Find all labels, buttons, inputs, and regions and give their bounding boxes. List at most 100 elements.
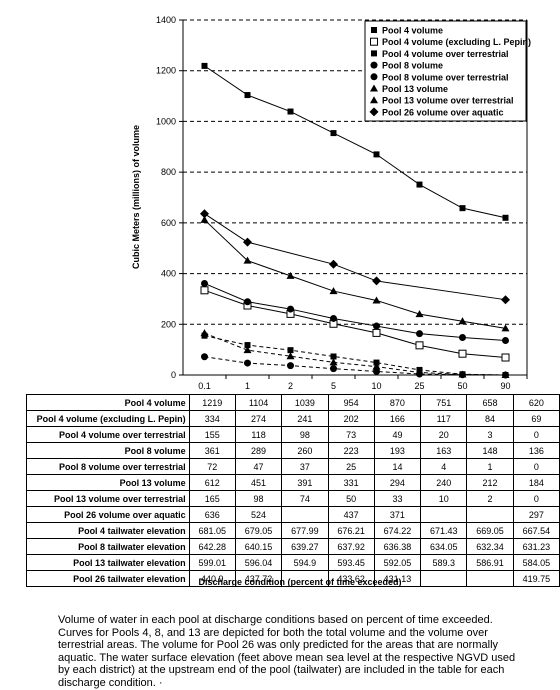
table-cell: 639.27 — [281, 538, 329, 555]
data-point — [501, 371, 510, 378]
data-point — [501, 295, 510, 305]
figure-caption: Volume of water in each pool at discharg… — [58, 614, 516, 689]
table-cell: 117 — [420, 410, 468, 427]
data-point — [329, 259, 338, 269]
x-tick-label: 0.1 — [198, 381, 211, 391]
legend-entry: Pool 13 volume over terrestrial — [382, 96, 514, 106]
series-3 — [201, 279, 509, 345]
table-row-label: Pool 4 volume (excluding L. Pepin) — [26, 410, 190, 427]
table-row-label: Pool 26 volume over aquatic — [26, 506, 190, 523]
data-point — [244, 298, 251, 306]
table-cell: 294 — [373, 474, 422, 491]
series-0 — [201, 62, 509, 221]
table-cell: 274 — [234, 410, 283, 427]
table-cell: 667.54 — [512, 522, 560, 539]
data-point — [458, 317, 467, 325]
table-row-label: Pool 13 volume — [26, 474, 190, 491]
data-point — [458, 370, 467, 378]
table-cell: 334 — [188, 410, 236, 427]
data-point — [459, 205, 466, 212]
table-cell: 184 — [512, 474, 560, 491]
data-point — [373, 322, 380, 330]
table-cell: 289 — [234, 442, 283, 459]
legend-marker — [371, 27, 377, 33]
table-cell: 72 — [188, 458, 236, 475]
data-point — [372, 296, 381, 304]
table-cell: 658 — [466, 394, 514, 411]
legend-marker — [370, 61, 378, 69]
legend-marker — [370, 37, 378, 46]
table-cell: 612 — [188, 474, 236, 491]
table-cell: 677.99 — [281, 522, 329, 539]
table-cell: 589.3 — [420, 554, 468, 571]
table-row-label: Pool 4 volume — [26, 394, 190, 411]
data-point — [201, 62, 208, 69]
data-point — [458, 349, 467, 358]
series-4 — [201, 353, 509, 379]
table-cell — [466, 506, 514, 523]
table-row: Pool 4 tailwater elevation 681.05 679.05 67… — [26, 522, 560, 539]
y-tick-label: 1200 — [156, 66, 176, 76]
legend-entry: Pool 4 volume — [382, 26, 443, 36]
table-cell: 636.38 — [373, 538, 422, 555]
table-cell: 671.43 — [420, 522, 468, 539]
data-point — [244, 342, 251, 349]
data-point — [200, 286, 209, 295]
data-point — [244, 359, 251, 367]
table-cell: 391 — [281, 474, 329, 491]
table-cell: 331 — [327, 474, 375, 491]
data-point — [243, 256, 252, 264]
table-cell: 437 — [327, 506, 375, 523]
table-cell: 118 — [234, 426, 283, 443]
legend-marker — [370, 84, 378, 92]
table-row-label: Pool 4 volume over terrestrial — [26, 426, 190, 443]
legend-box — [364, 20, 527, 122]
data-table: Pool 4 volume 1219 1104 1039 954 870 751 658 620… — [26, 394, 560, 587]
data-point — [372, 276, 381, 286]
table-row: Pool 13 volume 612 451 391 331 294 240 212 184 — [26, 474, 560, 491]
table-cell: 593.45 — [327, 554, 375, 571]
table-cell: 47 — [234, 458, 283, 475]
x-axis-label: Discharge condition (percent of time exc… — [198, 577, 402, 587]
table-row-label: Pool 8 tailwater elevation — [26, 538, 190, 555]
table-cell: 631.23 — [512, 538, 560, 555]
table-row: Pool 26 tailwater elevation 440.9 437.72 43… — [26, 570, 560, 587]
series-6 — [200, 329, 510, 378]
table-row-label: Pool 8 volume over terrestrial — [26, 458, 190, 475]
table-cell: 636 — [188, 506, 236, 523]
data-point — [373, 359, 380, 366]
table-cell: 223 — [327, 442, 375, 459]
table-cell: 166 — [373, 410, 422, 427]
table-cell: 371 — [373, 506, 422, 523]
table-cell: 148 — [466, 442, 514, 459]
table-cell: 163 — [420, 442, 468, 459]
legend-entry: Pool 4 volume (excluding L. Pepin) — [382, 37, 531, 47]
table-cell: 49 — [373, 426, 422, 443]
table-row: Pool 8 volume over terrestrial 72 47 37 25 14… — [26, 458, 560, 475]
y-axis-label: Cubic Meters (millions) of volume — [131, 125, 141, 269]
table-cell: 260 — [281, 442, 329, 459]
table-cell: 361 — [188, 442, 236, 459]
table-cell: 751 — [420, 394, 468, 411]
data-point — [200, 329, 209, 337]
data-point — [286, 271, 295, 279]
y-tick-label: 1000 — [156, 116, 176, 126]
table-cell: 669.05 — [466, 522, 514, 539]
legend-entry: Pool 13 volume — [382, 84, 448, 94]
series-line — [204, 213, 506, 301]
table-cell: 1219 — [188, 394, 236, 411]
x-tick-label: 10 — [371, 381, 381, 391]
data-point — [287, 305, 294, 313]
table-cell: 674.22 — [373, 522, 422, 539]
table-row: Pool 26 volume over aquatic 636 524 437 371 2… — [26, 506, 560, 523]
data-point — [329, 287, 338, 295]
table-cell — [420, 506, 468, 523]
data-point — [287, 362, 294, 370]
y-tick-label: 0 — [171, 370, 176, 380]
data-point — [287, 347, 294, 354]
table-row: Pool 8 volume 361 289 260 223 193 163 148 136 — [26, 442, 560, 459]
y-tick-label: 400 — [161, 269, 176, 279]
table-cell: 69 — [512, 410, 560, 427]
table-cell: 193 — [373, 442, 422, 459]
